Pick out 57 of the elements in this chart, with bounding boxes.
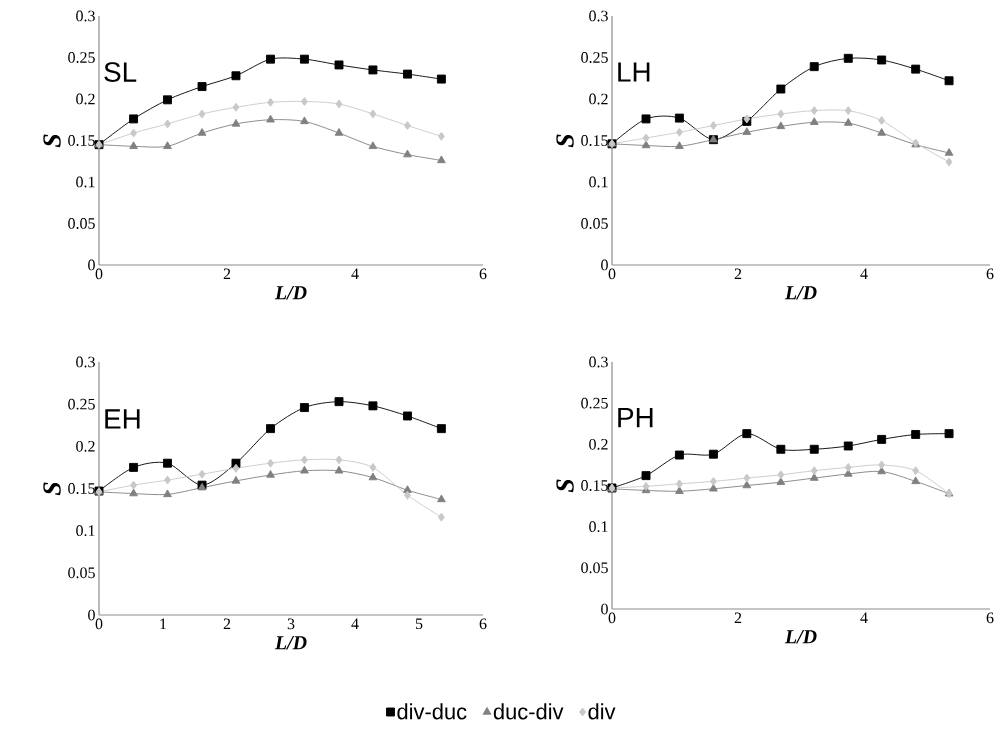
y-tick-label: 0.05 xyxy=(68,218,95,229)
y-tick-label: 0.05 xyxy=(68,567,95,579)
legend-label: div-duc xyxy=(397,703,467,720)
y-tick-label: 0.2 xyxy=(76,93,95,105)
y-axis-title: S xyxy=(43,482,61,496)
x-axis-title: L/D xyxy=(784,286,817,300)
y-tick-label: 0.1 xyxy=(76,176,95,188)
x-tick-label: 6 xyxy=(479,618,487,630)
y-tick-label: 0.1 xyxy=(76,525,95,537)
y-tick-label: 0.25 xyxy=(68,52,95,63)
x-axis-title: L/D xyxy=(274,636,307,650)
y-tick-label: 0.15 xyxy=(581,480,608,491)
x-tick-label: 2 xyxy=(734,612,742,624)
x-tick-label: 6 xyxy=(986,612,994,624)
y-tick-label: 0.2 xyxy=(589,438,608,450)
y-tick-label: 0.15 xyxy=(68,135,95,146)
y-tick-label: 0.25 xyxy=(581,52,608,63)
x-axis-title: L/D xyxy=(784,630,817,644)
legend-label: duc-div xyxy=(493,703,564,720)
y-axis-title: S xyxy=(556,479,574,493)
y-tick-label: 0 xyxy=(601,259,608,271)
x-tick-label: 1 xyxy=(160,618,167,630)
y-tick-label: 0.25 xyxy=(581,397,608,409)
text: SL xyxy=(104,62,137,82)
x-tick-label: 4 xyxy=(351,618,359,630)
y-tick-label: 0.05 xyxy=(581,562,608,574)
text: LH xyxy=(618,62,650,82)
x-tick-label: 3 xyxy=(287,618,295,630)
x-tick-label: 2 xyxy=(223,618,231,630)
x-tick-label: 2 xyxy=(223,268,231,280)
y-tick-label: 0.3 xyxy=(76,10,95,22)
x-tick-label: 2 xyxy=(734,268,742,280)
text: EH xyxy=(105,409,140,429)
legend-label: div xyxy=(588,703,616,720)
y-tick-label: 0.3 xyxy=(589,10,608,22)
x-tick-label: 4 xyxy=(351,268,359,280)
x-tick-label: 5 xyxy=(415,618,423,630)
x-axis-title: L/D xyxy=(274,286,307,300)
y-axis-title: S xyxy=(43,134,61,148)
y-tick-label: 0.1 xyxy=(589,176,608,188)
y-tick-label: 0.3 xyxy=(76,356,95,368)
y-tick-label: 0.05 xyxy=(581,218,608,229)
x-tick-label: 4 xyxy=(860,268,868,280)
y-tick-label: 0.15 xyxy=(581,135,608,146)
x-tick-label: 6 xyxy=(479,268,487,280)
x-tick-label: 4 xyxy=(860,612,868,624)
y-tick-label: 0.2 xyxy=(76,440,95,452)
y-tick-label: 0 xyxy=(601,603,608,615)
y-tick-label: 0.2 xyxy=(589,93,608,105)
y-tick-label: 0.3 xyxy=(589,356,608,368)
y-tick-label: 0 xyxy=(88,259,95,271)
y-axis-title: S xyxy=(556,134,574,148)
text: PH xyxy=(618,407,653,428)
y-tick-label: 0.15 xyxy=(68,483,95,494)
x-tick-label: 6 xyxy=(986,268,994,280)
y-tick-label: 0.25 xyxy=(68,398,95,410)
y-tick-label: 0.1 xyxy=(589,521,608,533)
